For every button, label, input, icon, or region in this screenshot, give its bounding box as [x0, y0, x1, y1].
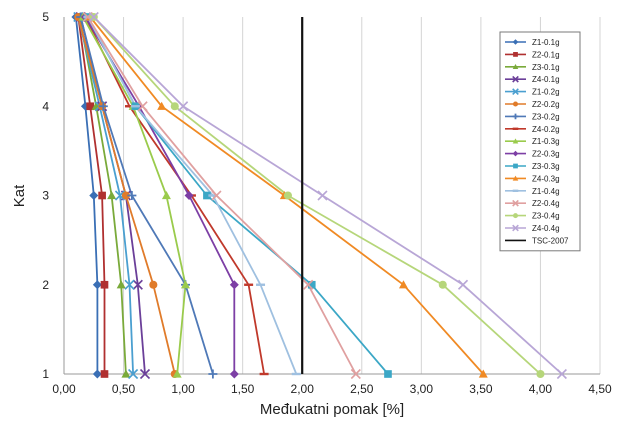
legend-swatch-marker: [513, 163, 518, 169]
legend-label-z3-0-2g: Z3-0.2g: [532, 112, 560, 121]
legend-swatch-marker: [513, 52, 518, 57]
data-point-z1-0-2g: [114, 190, 126, 201]
legend-label-z3-0-4g: Z3-0.4g: [532, 212, 560, 221]
axes: 0,00 0,50 1,00 1,50 2,00 2,50 3,00 3,50 4,00 4,50…: [42, 10, 612, 396]
data-point-z3-0-3g: [203, 191, 211, 200]
legend-swatch-marker: [512, 138, 519, 144]
data-point-z1-0-2g: [124, 279, 135, 290]
x-tick-label: 2,50: [350, 382, 374, 396]
y-tick-label: 4: [42, 99, 49, 113]
x-tick-label: 4,50: [588, 382, 612, 396]
legend-label-z1-0-4g: Z1-0.4g: [532, 187, 560, 196]
y-tick-label: 5: [42, 10, 49, 24]
data-point-z3-0-2g: [98, 101, 108, 111]
data-point-z2-0-4g: [137, 101, 148, 112]
data-point-z3-0-4g: [438, 280, 447, 289]
data-point-z4-0-4g: [88, 11, 99, 23]
data-point-z1-0-1g: [92, 280, 102, 290]
legend-label-z4-0-2g: Z4-0.2g: [532, 125, 560, 134]
data-point-z2-0-2g: [149, 280, 158, 289]
data-point-z1-0-3g: [180, 280, 190, 289]
data-point-z2-0-1g: [100, 280, 109, 289]
data-point-z3-0-3g: [384, 370, 392, 378]
x-tick-label: 0,00: [52, 382, 76, 396]
legend-swatch-marker: [512, 150, 519, 157]
legend-label-z2-0-1g: Z2-0.1g: [532, 50, 560, 59]
data-point-z2-0-4g: [211, 190, 222, 201]
data-point-z1-0-3g: [172, 369, 182, 378]
data-point-z3-0-2g: [208, 369, 218, 379]
x-tick-label: 1,00: [171, 382, 195, 396]
x-tick-label: 1,50: [231, 382, 255, 396]
data-point-z2-0-1g: [100, 370, 109, 378]
x-tick-label: 3,00: [410, 382, 434, 396]
data-point-z4-0-4g: [556, 368, 567, 380]
legend-label-z1-0-3g: Z1-0.3g: [532, 137, 560, 146]
legend-label-z4-0-3g: Z4-0.3g: [532, 174, 560, 183]
data-point-z4-0-3g: [157, 101, 167, 110]
legend-swatch-marker: [512, 224, 519, 232]
legend-label-z2-0-4g: Z2-0.4g: [532, 199, 560, 208]
data-point-z2-0-3g: [229, 280, 239, 290]
series-markers: [71, 11, 567, 380]
data-point-z4-0-1g: [139, 368, 151, 380]
data-point-z3-0-1g: [121, 369, 131, 378]
legend-label-z3-0-1g: Z3-0.1g: [532, 63, 560, 72]
legend-label-z3-0-3g: Z3-0.3g: [532, 162, 560, 171]
legend-swatch-marker: [512, 88, 519, 95]
legend-swatch-marker: [512, 175, 519, 181]
legend-swatch-marker: [512, 213, 519, 219]
legend-label-z2-0-2g: Z2-0.2g: [532, 100, 560, 109]
data-point-z3-0-4g: [536, 369, 545, 379]
x-tick-label: 2,00: [291, 382, 315, 396]
data-point-z1-0-2g: [128, 368, 139, 380]
legend-label-z4-0-1g: Z4-0.1g: [532, 75, 560, 84]
data-point-z4-0-4g: [317, 190, 328, 201]
y-axis-title: Kat: [11, 184, 28, 207]
legend-swatch-marker: [512, 113, 519, 120]
data-point-z1-0-1g: [92, 369, 102, 379]
legend-swatch-marker: [512, 199, 519, 207]
data-point-z3-0-1g: [116, 280, 126, 289]
data-point-z2-0-3g: [229, 369, 239, 379]
legend-label-z4-0-4g: Z4-0.4g: [532, 224, 560, 233]
data-point-z2-0-4g: [350, 368, 361, 380]
legend-label-z1-0-2g: Z1-0.2g: [532, 88, 560, 97]
y-tick-label: 3: [42, 189, 49, 203]
legend-swatch-marker: [512, 64, 519, 70]
x-tick-label: 0,50: [112, 382, 136, 396]
data-point-z3-0-4g: [283, 191, 292, 200]
data-point-z2-0-1g: [86, 102, 95, 111]
y-tick-label: 2: [42, 278, 49, 292]
legend-label-z2-0-3g: Z2-0.3g: [532, 150, 560, 159]
legend-label-tsc-2007: TSC-2007: [532, 236, 569, 245]
data-point-z2-0-1g: [98, 191, 106, 200]
data-point-z2-0-2g: [121, 191, 130, 200]
x-axis-title: Međukatni pomak [%]: [260, 401, 404, 418]
data-point-z3-0-2g: [127, 191, 137, 200]
legend: Z1-0.1g Z2-0.1g Z3-0.1g Z4-0.1g Z1-0.2g Z2-0.…: [499, 31, 581, 252]
legend-label-z1-0-1g: Z1-0.1g: [532, 38, 560, 47]
data-point-z2-0-4g: [303, 279, 314, 290]
data-point-z4-0-1g: [132, 279, 143, 290]
legend-swatch-marker: [512, 39, 519, 45]
x-tick-label: 4,00: [529, 382, 553, 396]
data-point-z4-0-3g: [398, 280, 408, 289]
x-tick-label: 3,50: [469, 382, 493, 396]
legend-swatch-marker: [512, 75, 519, 83]
data-point-z4-0-4g: [457, 279, 469, 290]
data-point-z3-0-3g: [307, 280, 316, 289]
data-point-z3-0-4g: [170, 102, 179, 111]
data-point-z3-0-1g: [107, 191, 117, 200]
data-point-z4-0-4g: [178, 101, 189, 112]
y-tick-label: 1: [42, 367, 49, 381]
legend-swatch-marker: [512, 101, 519, 107]
data-point-z4-0-3g: [478, 369, 488, 378]
data-point-z1-0-3g: [161, 191, 171, 200]
data-point-z1-0-1g: [89, 191, 99, 200]
data-point-z2-0-3g: [184, 191, 194, 200]
